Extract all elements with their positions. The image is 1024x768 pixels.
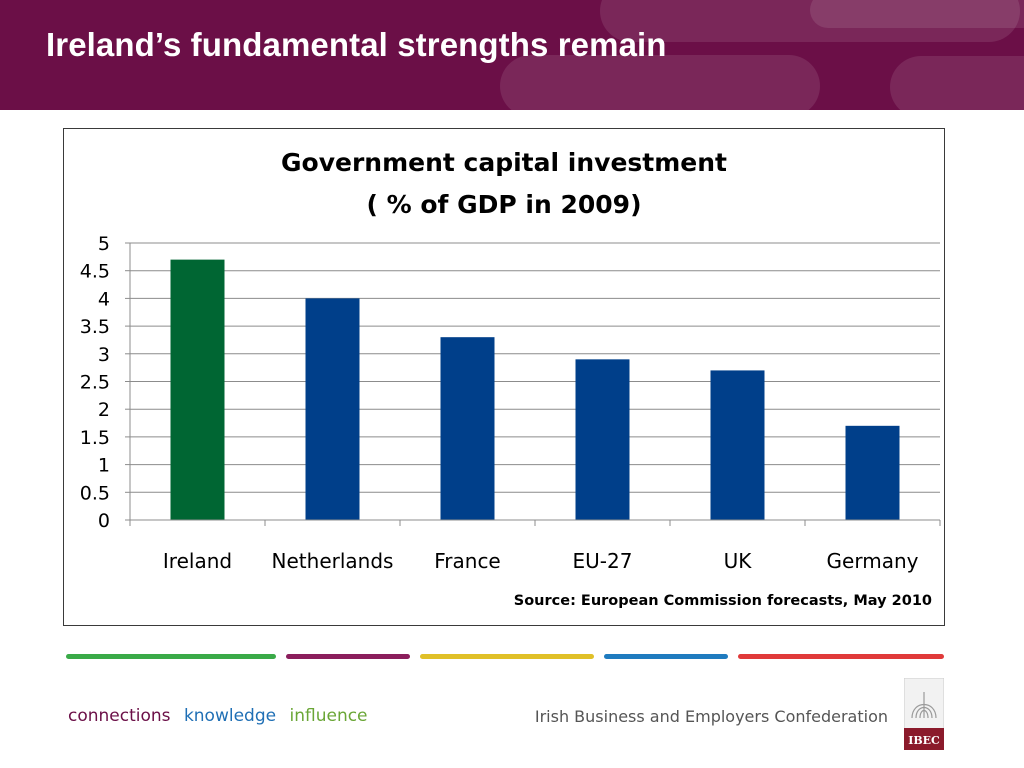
bar [305,298,360,520]
stripe-blue [604,654,728,659]
stripe-red [738,654,944,659]
footer-tagline: connections knowledge influence [68,706,376,726]
header-decoration [500,55,820,110]
color-stripes [0,654,1024,660]
bar-chart: 0 0.5 1 1.5 2 2.5 3 3.5 4 4.5 5 Ireland Netherlands F… [80,233,941,573]
header-decoration [600,0,1020,42]
x-tick-label: France [434,549,501,573]
tagline-influence: influence [289,706,368,726]
y-tick-label: 3.5 [80,316,110,338]
bar [440,337,495,520]
stripe-yellow [420,654,594,659]
x-tick-label: Ireland [163,549,232,573]
tagline-knowledge: knowledge [183,706,277,726]
x-tick-label: UK [724,549,753,573]
org-name: Irish Business and Employers Confederati… [534,707,888,726]
y-tick-label: 2.5 [80,372,110,394]
x-tick-label: EU-27 [573,549,633,573]
header-decoration [890,56,1024,110]
y-tick-label: 4 [98,288,110,310]
stripe-purple [286,654,410,659]
x-tick-label: Germany [827,549,919,573]
chart-frame: Government capital investment ( % of GDP… [63,128,945,626]
y-tick-label: 3 [98,344,110,366]
bar [575,359,630,520]
y-tick-label: 0.5 [80,482,110,504]
y-tick-label: 4.5 [80,261,110,283]
x-tick-label: Netherlands [272,549,394,573]
chart-title-line2: ( % of GDP in 2009) [366,190,642,219]
bar [170,259,225,520]
bar [710,370,765,520]
y-tick-label: 0 [98,510,110,532]
y-tick-label: 1 [98,455,110,477]
y-tick-label: 5 [98,233,110,255]
chart-source: Source: European Commission forecasts, M… [513,593,932,609]
chart-title-line1: Government capital investment [281,148,727,177]
logo-text: IBEC [908,734,940,747]
tagline-connections: connections [68,706,171,726]
slide-title: Ireland’s fundamental strengths remain [46,26,667,63]
y-tick-label: 2 [98,399,110,421]
stripe-green [66,654,276,659]
slide-header: Ireland’s fundamental strengths remain [0,0,1024,110]
y-tick-label: 1.5 [80,427,110,449]
ibec-logo: IBEC [904,678,944,750]
bar [845,425,900,520]
header-decoration [810,0,1024,28]
